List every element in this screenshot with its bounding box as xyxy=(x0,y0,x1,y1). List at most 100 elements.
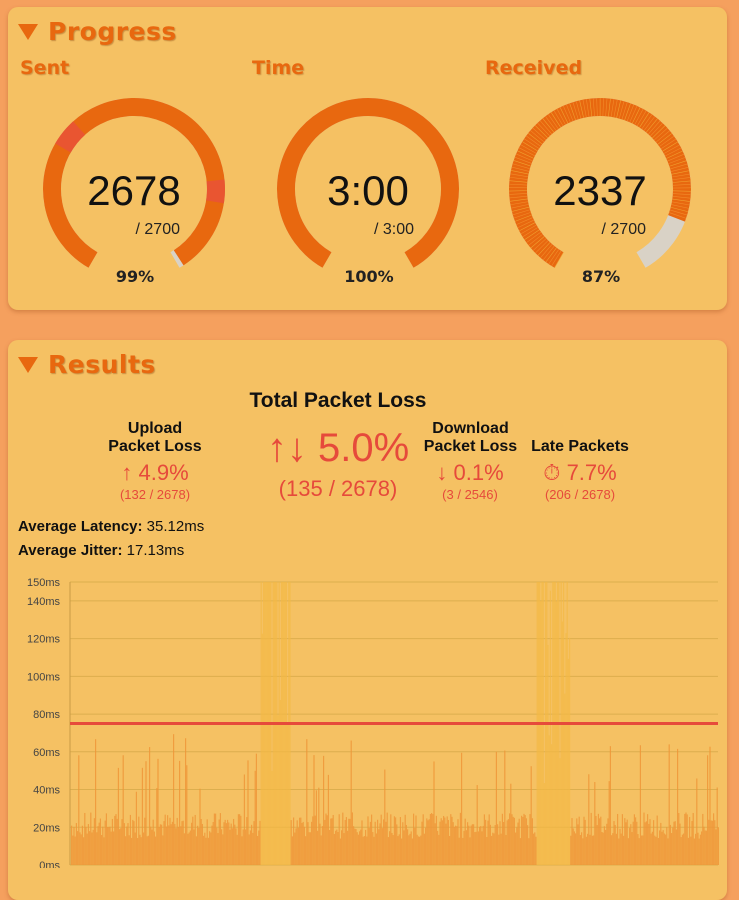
chart-latency-bar xyxy=(112,819,113,865)
chart-latency-bar xyxy=(676,829,677,865)
chart-latency-bar xyxy=(353,826,354,865)
chart-latency-bar xyxy=(328,775,329,865)
chart-latency-bar xyxy=(186,765,187,865)
chart-latency-bar xyxy=(521,816,522,865)
chart-latency-bar xyxy=(496,752,497,865)
chart-latency-bar xyxy=(430,814,431,865)
chart-latency-bar xyxy=(388,837,389,865)
chart-latency-bar xyxy=(232,828,233,865)
chart-latency-bar xyxy=(462,838,463,865)
chart-latency-bar xyxy=(535,837,536,865)
chart-latency-bar xyxy=(413,814,414,865)
chart-latency-bar xyxy=(394,816,395,865)
chart-latency-bar xyxy=(605,830,606,865)
chart-latency-bar xyxy=(359,831,360,865)
chart-latency-bar xyxy=(442,820,443,865)
chart-y-tick-label: 80ms xyxy=(33,709,60,721)
chart-latency-bar xyxy=(341,830,342,865)
chart-latency-bar xyxy=(401,839,402,865)
chart-latency-bar xyxy=(364,836,365,865)
chart-latency-bar xyxy=(220,813,221,865)
chart-latency-bar xyxy=(73,827,74,865)
chart-latency-bar xyxy=(357,832,358,865)
chart-latency-bar xyxy=(649,819,650,865)
chart-latency-bar xyxy=(669,744,670,865)
chart-latency-bar xyxy=(203,836,204,865)
chart-latency-bar xyxy=(271,771,272,865)
chart-latency-bar xyxy=(623,836,624,865)
chart-y-tick-label: 60ms xyxy=(33,747,60,759)
chart-latency-bar xyxy=(237,835,238,865)
chart-latency-bar xyxy=(718,827,719,865)
chart-latency-bar xyxy=(215,814,216,865)
chart-latency-bar xyxy=(531,766,532,865)
download-loss-title-line2: Packet Loss xyxy=(413,438,528,456)
chart-latency-bar xyxy=(691,821,692,865)
chart-latency-bar xyxy=(520,838,521,865)
chart-latency-bar xyxy=(615,825,616,865)
chart-latency-bar xyxy=(528,838,529,865)
chart-latency-bar xyxy=(222,834,223,865)
chart-latency-bar xyxy=(472,824,473,865)
chart-latency-bar xyxy=(214,814,215,865)
chart-latency-bar xyxy=(569,638,570,865)
chart-latency-bar xyxy=(406,825,407,865)
chart-latency-bar xyxy=(93,830,94,865)
chart-latency-bar xyxy=(409,834,410,865)
chart-latency-bar xyxy=(405,815,406,865)
chart-latency-bar xyxy=(355,829,356,865)
chart-latency-bar xyxy=(306,739,307,865)
chart-latency-bar xyxy=(639,838,640,865)
chart-latency-bar xyxy=(575,833,576,865)
chart-latency-bar xyxy=(109,827,110,865)
chart-latency-bar xyxy=(711,820,712,865)
chart-latency-bar xyxy=(151,830,152,865)
chart-latency-bar xyxy=(150,827,151,865)
results-panel: Results Upload Packet Loss ↑ 4.9% (132 /… xyxy=(8,340,727,900)
chart-latency-bar xyxy=(400,817,401,865)
chart-latency-bar xyxy=(513,817,514,865)
chart-latency-bar xyxy=(177,818,178,865)
chart-latency-bar xyxy=(617,814,618,865)
chart-latency-bar xyxy=(102,827,103,865)
chart-latency-bar xyxy=(295,828,296,865)
arrow-down-icon: ↓ xyxy=(436,460,447,485)
chart-latency-bar xyxy=(611,835,612,865)
chart-latency-bar xyxy=(126,827,127,865)
chart-latency-bar xyxy=(684,814,685,865)
chart-latency-bar xyxy=(190,831,191,865)
chart-latency-bar xyxy=(411,831,412,865)
chart-latency-bar xyxy=(105,821,106,865)
chart-latency-bar xyxy=(172,822,173,865)
chart-latency-bar xyxy=(90,813,91,865)
chart-latency-bar xyxy=(677,749,678,865)
chart-latency-bar xyxy=(226,823,227,865)
upload-loss-title: Upload Packet Loss xyxy=(100,420,210,456)
progress-section-header[interactable]: Progress xyxy=(18,17,177,46)
chart-y-tick-label: 150ms xyxy=(27,577,61,589)
chart-latency-bar xyxy=(457,819,458,865)
chart-latency-bar xyxy=(228,822,229,865)
results-section-header[interactable]: Results xyxy=(18,350,156,379)
chart-latency-bar xyxy=(701,831,702,865)
chart-latency-bar xyxy=(490,825,491,865)
time-label: Time xyxy=(252,57,304,79)
chart-latency-bar xyxy=(366,837,367,865)
chart-latency-bar xyxy=(358,835,359,865)
chart-latency-bar xyxy=(383,819,384,865)
collapse-triangle-icon[interactable] xyxy=(18,357,38,373)
chart-latency-bar xyxy=(199,789,200,865)
chart-latency-bar xyxy=(113,831,114,865)
chart-latency-bar xyxy=(179,761,180,865)
chart-latency-bar xyxy=(299,818,300,865)
chart-latency-bar xyxy=(211,826,212,865)
chart-latency-bar xyxy=(159,827,160,865)
collapse-triangle-icon[interactable] xyxy=(18,24,38,40)
chart-latency-bar xyxy=(157,759,158,865)
chart-latency-bar xyxy=(574,831,575,865)
chart-latency-bar xyxy=(117,819,118,865)
chart-latency-bar xyxy=(343,833,344,865)
chart-latency-bar xyxy=(663,830,664,865)
chart-latency-bar xyxy=(511,814,512,865)
